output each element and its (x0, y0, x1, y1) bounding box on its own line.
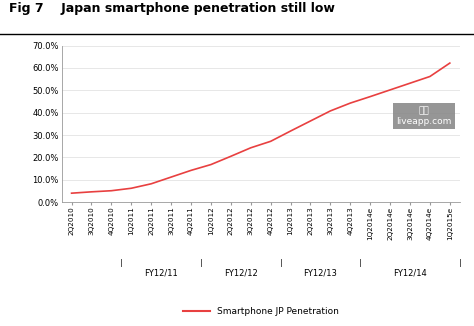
Text: FY12/14: FY12/14 (393, 269, 427, 278)
Text: FY12/11: FY12/11 (144, 269, 178, 278)
Text: Fig 7    Japan smartphone penetration still low: Fig 7 Japan smartphone penetration still… (9, 2, 336, 15)
Text: FY12/13: FY12/13 (303, 269, 337, 278)
Text: 触乐
liveapp.com: 触乐 liveapp.com (396, 106, 452, 126)
Text: FY12/12: FY12/12 (224, 269, 258, 278)
Legend: Smartphone JP Penetration: Smartphone JP Penetration (179, 304, 342, 320)
